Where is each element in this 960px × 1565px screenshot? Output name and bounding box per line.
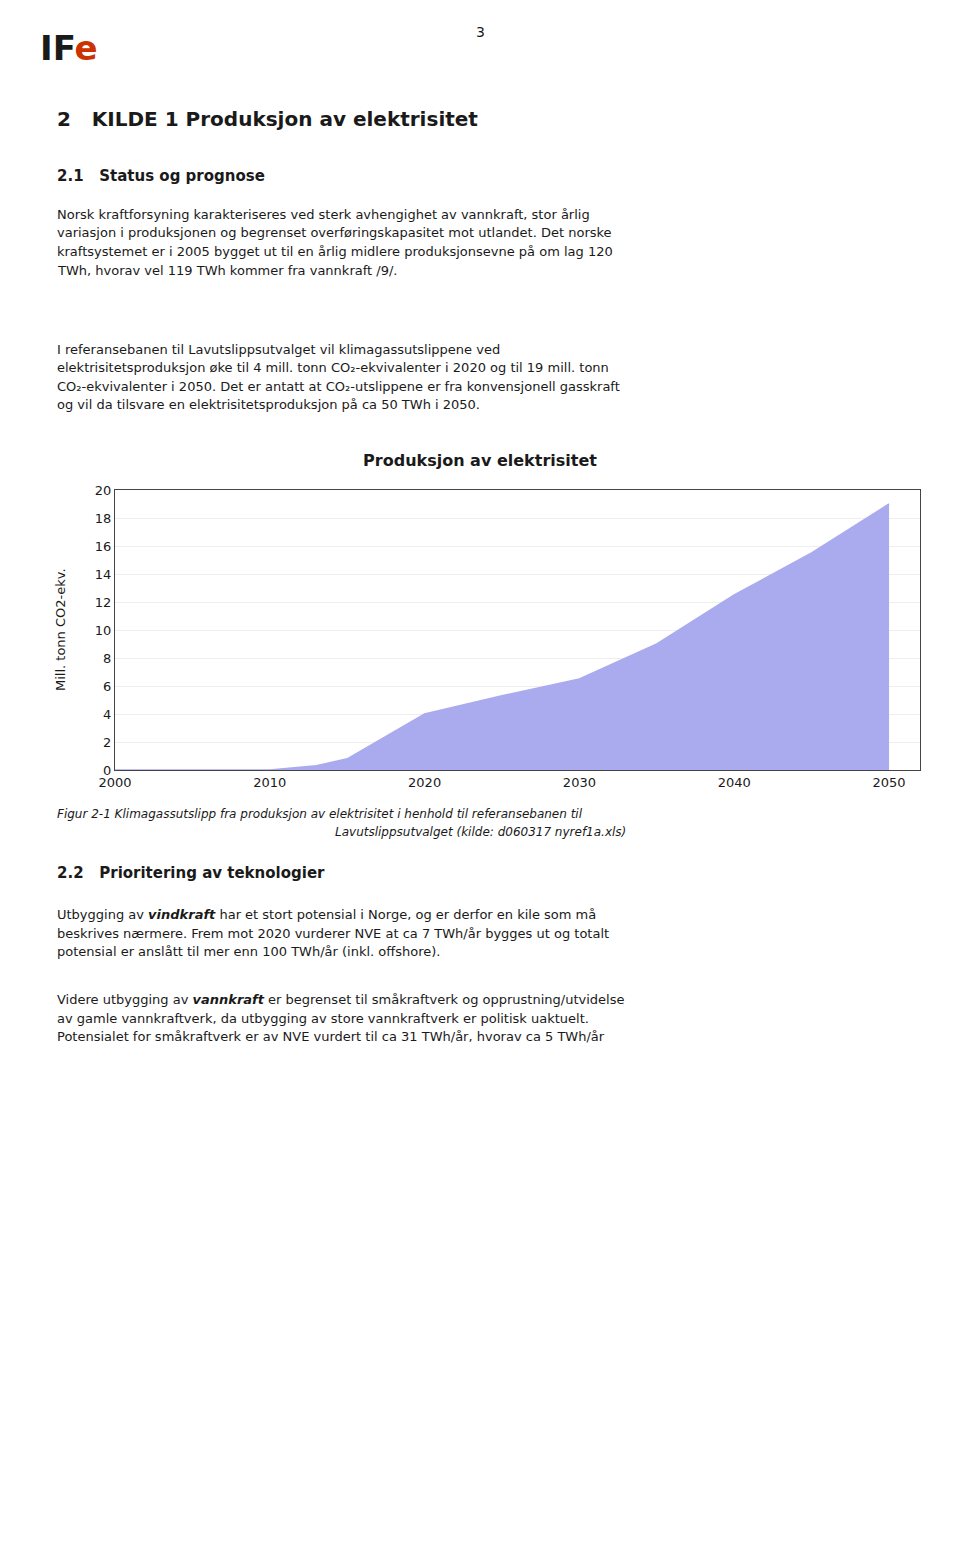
svg-text:Figur 2-1 Klimagassutslipp fra: Figur 2-1 Klimagassutslipp fra produksjo… (57, 807, 583, 821)
svg-text:18: 18 (95, 511, 112, 526)
svg-text:4: 4 (103, 707, 111, 722)
svg-text:CO₂-ekvivalenter i 2050. Det e: CO₂-ekvivalenter i 2050. Det er antatt a… (57, 379, 620, 394)
svg-text:Utbygging av vindkraft har et: Utbygging av vindkraft har et stort pote… (57, 907, 596, 922)
svg-text:2040: 2040 (718, 775, 751, 790)
svg-text:2010: 2010 (253, 775, 286, 790)
svg-text:variasjon i produksjonen og be: variasjon i produksjonen og begrenset ov… (57, 225, 612, 240)
svg-text:av gamle vannkraftverk, da utb: av gamle vannkraftverk, da utbygging av … (57, 1011, 589, 1026)
svg-text:2050: 2050 (872, 775, 905, 790)
svg-text:2020: 2020 (408, 775, 441, 790)
svg-text:IFe: IFe (40, 28, 98, 68)
svg-text:16: 16 (95, 539, 112, 554)
svg-text:3: 3 (476, 24, 485, 40)
svg-text:TWh, hvorav vel 119 TWh kommer: TWh, hvorav vel 119 TWh kommer fra vannk… (57, 263, 397, 278)
svg-text:Mill. tonn CO2-ekv.: Mill. tonn CO2-ekv. (53, 568, 68, 691)
svg-text:kraftsystemet er i 2005 bygget: kraftsystemet er i 2005 bygget ut til en… (57, 244, 613, 259)
svg-text:2 KILDE 1 Produksjon av elek: 2 KILDE 1 Produksjon av elektrisitet (57, 107, 478, 131)
svg-text:Videre utbygging av vannkraft: Videre utbygging av vannkraft er begrens… (57, 992, 624, 1007)
svg-text:elektrisitetsproduksjon øke ti: elektrisitetsproduksjon øke til 4 mill. … (57, 360, 609, 375)
svg-text:beskrives nærmere. Frem mot 20: beskrives nærmere. Frem mot 2020 vurdere… (57, 926, 609, 941)
svg-text:12: 12 (95, 595, 112, 610)
svg-text:10: 10 (95, 623, 112, 638)
svg-text:8: 8 (103, 651, 111, 666)
svg-text:potensial er anslått til mer e: potensial er anslått til mer enn 100 TWh… (57, 944, 440, 959)
svg-text:2000: 2000 (98, 775, 131, 790)
svg-text:Norsk kraftforsyning karakteri: Norsk kraftforsyning karakteriseres ved … (57, 207, 590, 222)
svg-text:6: 6 (103, 679, 111, 694)
svg-text:2: 2 (103, 735, 111, 750)
svg-text:2030: 2030 (563, 775, 596, 790)
svg-text:Potensialet for småkraftverk e: Potensialet for småkraftverk er av NVE v… (57, 1029, 605, 1044)
svg-text:Produksjon av elektrisitet: Produksjon av elektrisitet (363, 451, 597, 470)
svg-text:og vil da tilsvare en elektris: og vil da tilsvare en elektrisitetsprodu… (57, 397, 480, 412)
svg-text:Lavutslippsutvalget (kilde: d0: Lavutslippsutvalget (kilde: d060317 nyre… (335, 825, 626, 839)
svg-text:I referansebanen til Lavutslip: I referansebanen til Lavutslippsutvalget… (57, 342, 500, 357)
svg-text:20: 20 (95, 483, 112, 498)
svg-text:2.2 Prioritering av teknolog: 2.2 Prioritering av teknologier (57, 864, 325, 882)
svg-text:14: 14 (95, 567, 112, 582)
svg-text:0: 0 (103, 763, 111, 778)
svg-text:2.1 Status og prognose: 2.1 Status og prognose (57, 167, 265, 185)
